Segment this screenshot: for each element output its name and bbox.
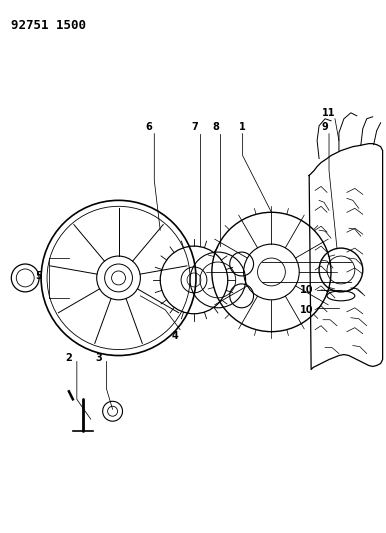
Text: 4: 4 — [172, 330, 178, 341]
Text: 6: 6 — [145, 122, 152, 132]
Text: 9: 9 — [322, 122, 328, 132]
Text: 8: 8 — [212, 122, 219, 132]
Text: 10: 10 — [300, 305, 314, 315]
Text: 2: 2 — [66, 352, 72, 362]
Text: 7: 7 — [191, 122, 198, 132]
Text: 11: 11 — [322, 108, 336, 118]
Text: 1: 1 — [239, 122, 246, 132]
Text: 10: 10 — [300, 285, 314, 295]
Text: 3: 3 — [95, 352, 102, 362]
Text: 5: 5 — [36, 271, 42, 281]
Text: 92751 1500: 92751 1500 — [11, 19, 86, 33]
